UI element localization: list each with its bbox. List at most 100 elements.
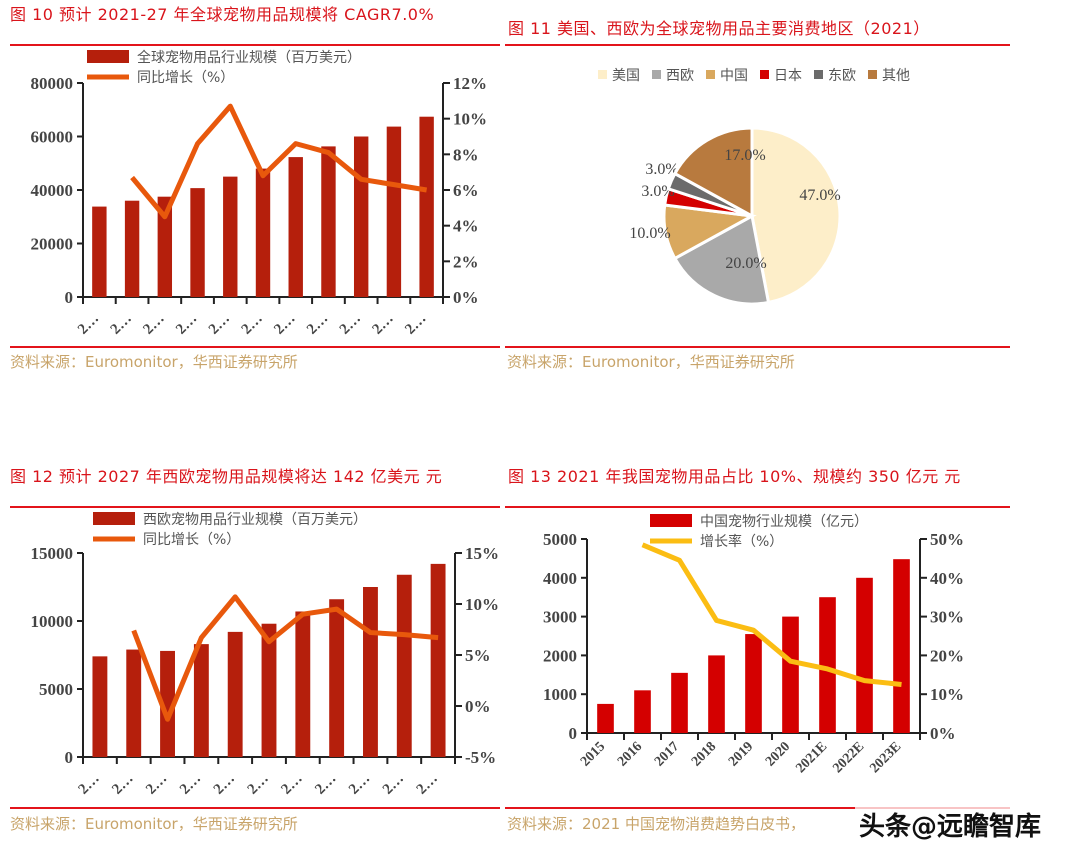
pie-slice-label: 47.0% [799, 187, 840, 204]
pie-slice-0 [750, 126, 842, 305]
chart3-source: 资料来源：Euromonitor，华西证券研究所 [10, 815, 298, 833]
chart3-line-series [131, 594, 439, 722]
chart3-x-tick-label: 2… [278, 771, 305, 798]
chart3-bar [227, 631, 243, 757]
chart4-title: 图 13 2021 年我国宠物用品占比 10%、规模约 350 亿元 元 [508, 468, 1008, 486]
chart3-bar [92, 656, 108, 757]
pie-slice-label: 10.0% [629, 225, 670, 242]
chart4-y2-tick-label: 0% [930, 724, 956, 743]
chart1-bar [190, 188, 205, 297]
chart4-x-tick-label: 2022E [830, 739, 867, 776]
chart1-bar [223, 176, 238, 297]
chart1-line-series [130, 103, 428, 220]
chart3-bar [430, 563, 446, 757]
chart1-bar [255, 168, 271, 297]
chart3-y-tick-label: 0 [65, 748, 74, 767]
chart4-y-tick-label: 4000 [543, 569, 577, 588]
chart1-bar [419, 116, 434, 297]
chart3-x-tick-label: 2… [414, 771, 441, 798]
pie-legend-swatch [814, 70, 823, 79]
chart1-bar [92, 206, 107, 297]
chart1-x-tick-label: 2… [304, 311, 331, 338]
chart3-x-tick-label: 2… [245, 771, 272, 798]
chart1-y-tick-label: 60000 [31, 128, 74, 147]
chart1-legend-line-label: 同比增长（%） [137, 70, 234, 86]
chart4-x-tick-label: 2017 [652, 739, 682, 769]
chart3-x-tick-label: 2… [109, 771, 136, 798]
chart3-y2-tick-label: 10% [465, 595, 499, 614]
chart3-x-tick-label: 2… [143, 771, 170, 798]
divider [505, 44, 1010, 46]
chart1-bar [157, 196, 173, 297]
chart3-legend-bar-label: 西欧宠物用品行业规模（百万美元） [143, 512, 367, 528]
chart4-bar [708, 655, 725, 733]
chart3-x-tick-label: 2… [346, 771, 373, 798]
chart1-legend-bar-swatch [87, 50, 129, 63]
pie-slice-5 [672, 126, 754, 219]
chart4-y-tick-label: 0 [569, 724, 578, 743]
pie-legend-swatch [868, 70, 877, 79]
divider [505, 346, 1010, 348]
chart4-line-series [641, 542, 902, 687]
chart1-bar [288, 157, 303, 297]
chart3-title: 图 12 预计 2027 年西欧宠物用品规模将达 142 亿美元 元 [10, 468, 500, 486]
chart4-title-continuation: 元 [944, 467, 961, 486]
chart3-bar [126, 649, 142, 757]
chart1-bar [386, 126, 402, 297]
chart1-y2-tick-label: 12% [453, 74, 487, 93]
chart3-x-tick-label: 2… [177, 771, 204, 798]
chart3-y2-tick-label: -5% [465, 748, 496, 767]
chart4-y2-tick-label: 40% [930, 569, 964, 588]
chart3-x-tick-label: 2… [76, 771, 103, 798]
pie-slice-1 [672, 213, 771, 306]
pie-slice-label: 3.0% [641, 183, 674, 200]
divider [10, 346, 500, 348]
divider [505, 506, 1010, 508]
chart3-legend-line-label: 同比增长（%） [143, 532, 240, 548]
chart4-bar [893, 559, 910, 733]
chart4-bar [597, 703, 614, 733]
chart4-x-tick-label: 2018 [689, 739, 719, 769]
chart3-y2-tick-label: 5% [465, 646, 491, 665]
pie-slice-label: 17.0% [724, 147, 765, 164]
chart1-legend-bar-label: 全球宠物用品行业规模（百万美元） [137, 49, 361, 66]
chart1-x-tick-label: 2… [75, 311, 102, 338]
chart4-y-tick-label: 2000 [543, 646, 577, 665]
chart4-y-tick-label: 3000 [543, 608, 577, 627]
chart1-x-tick-label: 2… [140, 311, 167, 338]
pie-legend-swatch [652, 70, 661, 79]
chart1-y-tick-label: 80000 [31, 74, 74, 93]
chart4-y-tick-label: 1000 [543, 685, 577, 704]
chart3-legend-bar-swatch [93, 512, 135, 525]
chart2-title-text: 图 11 美国、西欧为全球宠物用品主要消费地区（2021） [508, 19, 930, 38]
chart4-bar [856, 577, 873, 733]
divider [10, 506, 500, 508]
chart4-bar [671, 672, 688, 733]
chart1-x-tick-label: 2… [173, 311, 200, 338]
chart3-y2-tick-label: 15% [465, 544, 499, 563]
chart4-y2-tick-label: 10% [930, 685, 964, 704]
chart3-y-tick-label: 5000 [39, 680, 73, 699]
divider [10, 44, 500, 46]
pie-legend-swatch [598, 70, 607, 79]
chart4-legend-bar-label: 中国宠物行业规模（亿元） [700, 514, 868, 530]
chart3-bar [295, 611, 311, 757]
pie-legend-label: 美国 [612, 68, 640, 84]
chart4-legend-line-label: 增长率（%） [700, 533, 783, 550]
chart3-y-tick-label: 10000 [31, 612, 74, 631]
chart4-y2-tick-label: 50% [930, 530, 964, 549]
chart4-x-tick-label: 2015 [578, 739, 608, 769]
chart1-x-tick-label: 2… [239, 311, 266, 338]
chart1-y2-tick-label: 4% [453, 217, 479, 236]
chart1-x-tick-label: 2… [108, 311, 135, 338]
chart4-x-tick-label: 2023E [867, 739, 904, 776]
chart1-x-tick-label: 2… [271, 311, 298, 338]
chart2-source: 资料来源：Euromonitor，华西证券研究所 [507, 353, 795, 371]
pie-legend-label: 其他 [882, 68, 910, 84]
pie-legend-label: 西欧 [666, 68, 694, 84]
watermark: 头条@远瞻智库 [855, 806, 1046, 843]
chart1-y-tick-label: 40000 [31, 181, 74, 200]
chart1-bar [321, 146, 336, 297]
chart3-x-tick-label: 2… [211, 771, 238, 798]
chart1-y-tick-label: 20000 [31, 235, 74, 254]
